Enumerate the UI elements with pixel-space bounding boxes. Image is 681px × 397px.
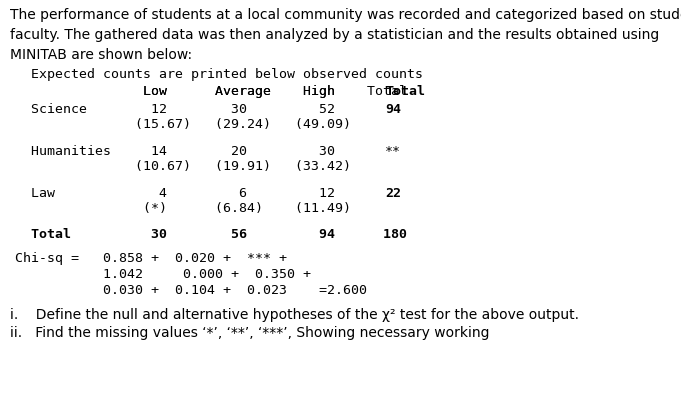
Text: (*)      (6.84)    (11.49): (*) (6.84) (11.49): [15, 202, 351, 215]
Text: 0.030 +  0.104 +  0.023    =2.600: 0.030 + 0.104 + 0.023 =2.600: [15, 284, 367, 297]
Text: (10.67)   (19.91)   (33.42): (10.67) (19.91) (33.42): [15, 160, 351, 173]
Text: 1.042     0.000 +  0.350 +: 1.042 0.000 + 0.350 +: [15, 268, 311, 281]
Text: Humanities     14        20         30: Humanities 14 20 30: [15, 145, 335, 158]
Text: (15.67)   (29.24)   (49.09): (15.67) (29.24) (49.09): [15, 118, 351, 131]
Text: **: **: [385, 145, 401, 158]
Text: Science        12        30         52: Science 12 30 52: [15, 103, 335, 116]
Text: Chi-sq =   0.858 +  0.020 +  *** +: Chi-sq = 0.858 + 0.020 + *** +: [15, 252, 287, 265]
Text: Law             4         6         12: Law 4 6 12: [15, 187, 335, 200]
Text: Low      Average    High: Low Average High: [15, 85, 335, 98]
Text: Total: Total: [385, 85, 425, 98]
Text: Expected counts are printed below observed counts: Expected counts are printed below observ…: [15, 68, 423, 81]
Text: Low      Average    High    Total: Low Average High Total: [15, 85, 407, 98]
Text: The performance of students at a local community was recorded and categorized ba: The performance of students at a local c…: [10, 8, 681, 62]
Text: 94: 94: [385, 103, 401, 116]
Text: 22: 22: [385, 187, 401, 200]
Text: Total          30        56         94      180: Total 30 56 94 180: [15, 228, 407, 241]
Text: ii.   Find the missing values ‘*’, ‘**’, ‘***’, Showing necessary working: ii. Find the missing values ‘*’, ‘**’, ‘…: [10, 326, 490, 340]
Text: i.    Define the null and alternative hypotheses of the χ² test for the above ou: i. Define the null and alternative hypot…: [10, 308, 579, 322]
